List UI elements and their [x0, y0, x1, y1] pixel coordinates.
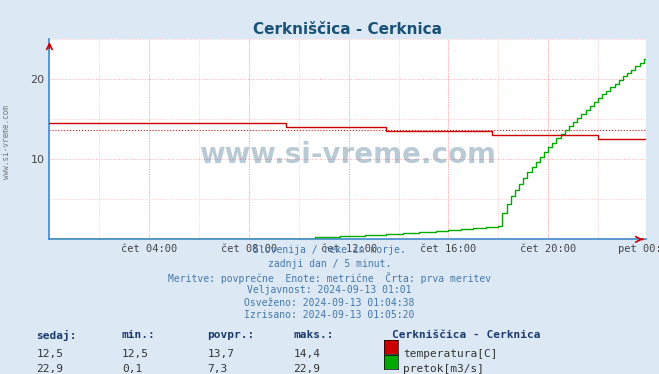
- Text: pretok[m3/s]: pretok[m3/s]: [403, 364, 484, 374]
- Text: 12,5: 12,5: [122, 349, 149, 359]
- Text: www.si-vreme.com: www.si-vreme.com: [2, 105, 11, 179]
- Text: min.:: min.:: [122, 330, 156, 340]
- Text: Veljavnost: 2024-09-13 01:01: Veljavnost: 2024-09-13 01:01: [247, 285, 412, 295]
- Text: 22,9: 22,9: [293, 364, 320, 374]
- Text: Izrisano: 2024-09-13 01:05:20: Izrisano: 2024-09-13 01:05:20: [244, 310, 415, 321]
- Title: Cerkniščica - Cerknica: Cerkniščica - Cerknica: [253, 22, 442, 37]
- Text: Cerkniščica - Cerknica: Cerkniščica - Cerknica: [392, 330, 540, 340]
- Text: Meritve: povprečne  Enote: metrične  Črta: prva meritev: Meritve: povprečne Enote: metrične Črta:…: [168, 272, 491, 284]
- Text: 12,5: 12,5: [36, 349, 63, 359]
- Text: www.si-vreme.com: www.si-vreme.com: [199, 141, 496, 169]
- Text: 7,3: 7,3: [208, 364, 228, 374]
- Text: Slovenija / reke in morje.: Slovenija / reke in morje.: [253, 245, 406, 255]
- Text: 22,9: 22,9: [36, 364, 63, 374]
- Text: 13,7: 13,7: [208, 349, 235, 359]
- Text: temperatura[C]: temperatura[C]: [403, 349, 498, 359]
- Text: Osveženo: 2024-09-13 01:04:38: Osveženo: 2024-09-13 01:04:38: [244, 298, 415, 308]
- Text: povpr.:: povpr.:: [208, 330, 255, 340]
- Text: zadnji dan / 5 minut.: zadnji dan / 5 minut.: [268, 259, 391, 269]
- Text: 0,1: 0,1: [122, 364, 142, 374]
- Text: 14,4: 14,4: [293, 349, 320, 359]
- Text: maks.:: maks.:: [293, 330, 333, 340]
- Text: sedaj:: sedaj:: [36, 330, 76, 341]
